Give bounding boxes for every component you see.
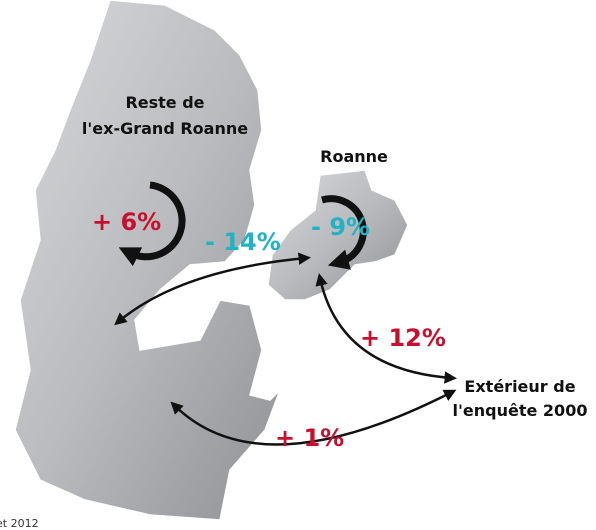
- zone-label: Reste de: [125, 93, 204, 112]
- zone-change: + 6%: [92, 208, 161, 236]
- zone-change: - 9%: [311, 213, 370, 241]
- loop-arrow: [321, 195, 367, 270]
- zone-label: l'ex-Grand Roanne: [82, 119, 248, 138]
- flow-change: + 1%: [275, 424, 344, 452]
- flow-arrow: [315, 273, 457, 384]
- zone-label: l'enquête 2000: [453, 401, 588, 420]
- zone-label: Extérieur de: [464, 377, 575, 396]
- flow-arrow: [170, 389, 457, 446]
- flow-arrow: [114, 252, 311, 326]
- flow-change: + 12%: [360, 324, 446, 352]
- flow-change: - 14%: [205, 228, 281, 256]
- footer: et 2012: [0, 517, 39, 530]
- zone-label: Roanne: [320, 147, 388, 166]
